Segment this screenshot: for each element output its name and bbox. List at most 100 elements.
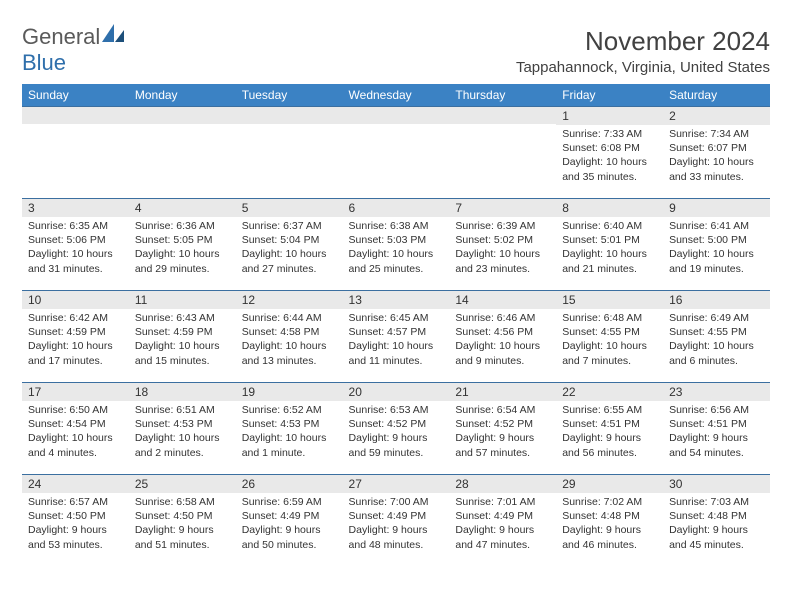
sunset-text: Sunset: 4:50 PM <box>28 509 123 523</box>
sunrise-text: Sunrise: 6:58 AM <box>135 495 230 509</box>
sunset-text: Sunset: 4:59 PM <box>135 325 230 339</box>
title-block: November 2024 Tappahannock, Virginia, Un… <box>516 26 770 76</box>
brand-general: General <box>22 24 100 49</box>
day-number: 20 <box>343 382 450 401</box>
day-details: Sunrise: 6:50 AMSunset: 4:54 PMDaylight:… <box>22 401 129 464</box>
empty-day <box>129 106 236 124</box>
sunrise-text: Sunrise: 6:55 AM <box>562 403 657 417</box>
sunrise-text: Sunrise: 6:38 AM <box>349 219 444 233</box>
day-details: Sunrise: 6:58 AMSunset: 4:50 PMDaylight:… <box>129 493 236 556</box>
daylight-text: Daylight: 10 hours and 6 minutes. <box>669 339 764 367</box>
sunset-text: Sunset: 4:49 PM <box>242 509 337 523</box>
calendar-cell: 19Sunrise: 6:52 AMSunset: 4:53 PMDayligh… <box>236 382 343 474</box>
sunrise-text: Sunrise: 7:02 AM <box>562 495 657 509</box>
day-number: 15 <box>556 290 663 309</box>
daylight-text: Daylight: 10 hours and 35 minutes. <box>562 155 657 183</box>
day-details: Sunrise: 6:39 AMSunset: 5:02 PMDaylight:… <box>449 217 556 280</box>
daylight-text: Daylight: 10 hours and 27 minutes. <box>242 247 337 275</box>
sunrise-text: Sunrise: 6:42 AM <box>28 311 123 325</box>
calendar-cell: 11Sunrise: 6:43 AMSunset: 4:59 PMDayligh… <box>129 290 236 382</box>
sunset-text: Sunset: 5:00 PM <box>669 233 764 247</box>
calendar-row: 1Sunrise: 7:33 AMSunset: 6:08 PMDaylight… <box>22 106 770 198</box>
daylight-text: Daylight: 10 hours and 11 minutes. <box>349 339 444 367</box>
daylight-text: Daylight: 10 hours and 19 minutes. <box>669 247 764 275</box>
day-details: Sunrise: 6:35 AMSunset: 5:06 PMDaylight:… <box>22 217 129 280</box>
sunrise-text: Sunrise: 6:39 AM <box>455 219 550 233</box>
sunrise-text: Sunrise: 6:59 AM <box>242 495 337 509</box>
daylight-text: Daylight: 9 hours and 54 minutes. <box>669 431 764 459</box>
day-number: 25 <box>129 474 236 493</box>
weekday-row: SundayMondayTuesdayWednesdayThursdayFrid… <box>22 84 770 106</box>
sunrise-text: Sunrise: 6:53 AM <box>349 403 444 417</box>
calendar-cell: 23Sunrise: 6:56 AMSunset: 4:51 PMDayligh… <box>663 382 770 474</box>
day-details: Sunrise: 6:38 AMSunset: 5:03 PMDaylight:… <box>343 217 450 280</box>
sunset-text: Sunset: 5:06 PM <box>28 233 123 247</box>
calendar-cell <box>129 106 236 198</box>
sunset-text: Sunset: 4:57 PM <box>349 325 444 339</box>
calendar-row: 3Sunrise: 6:35 AMSunset: 5:06 PMDaylight… <box>22 198 770 290</box>
day-details: Sunrise: 6:36 AMSunset: 5:05 PMDaylight:… <box>129 217 236 280</box>
day-number: 18 <box>129 382 236 401</box>
calendar-body: 1Sunrise: 7:33 AMSunset: 6:08 PMDaylight… <box>22 106 770 566</box>
sunset-text: Sunset: 5:03 PM <box>349 233 444 247</box>
calendar-cell: 4Sunrise: 6:36 AMSunset: 5:05 PMDaylight… <box>129 198 236 290</box>
day-details: Sunrise: 6:54 AMSunset: 4:52 PMDaylight:… <box>449 401 556 464</box>
sunrise-text: Sunrise: 6:56 AM <box>669 403 764 417</box>
sunset-text: Sunset: 4:56 PM <box>455 325 550 339</box>
sunset-text: Sunset: 4:58 PM <box>242 325 337 339</box>
daylight-text: Daylight: 10 hours and 23 minutes. <box>455 247 550 275</box>
brand-logo: General Blue <box>22 18 126 76</box>
day-details: Sunrise: 6:37 AMSunset: 5:04 PMDaylight:… <box>236 217 343 280</box>
sunrise-text: Sunrise: 6:46 AM <box>455 311 550 325</box>
sunset-text: Sunset: 4:53 PM <box>242 417 337 431</box>
calendar-cell: 2Sunrise: 7:34 AMSunset: 6:07 PMDaylight… <box>663 106 770 198</box>
day-details: Sunrise: 7:34 AMSunset: 6:07 PMDaylight:… <box>663 125 770 188</box>
daylight-text: Daylight: 10 hours and 1 minute. <box>242 431 337 459</box>
daylight-text: Daylight: 9 hours and 46 minutes. <box>562 523 657 551</box>
day-details: Sunrise: 7:03 AMSunset: 4:48 PMDaylight:… <box>663 493 770 556</box>
day-number: 8 <box>556 198 663 217</box>
calendar-cell: 13Sunrise: 6:45 AMSunset: 4:57 PMDayligh… <box>343 290 450 382</box>
day-number: 21 <box>449 382 556 401</box>
day-details: Sunrise: 6:43 AMSunset: 4:59 PMDaylight:… <box>129 309 236 372</box>
brand-blue: Blue <box>22 50 66 75</box>
daylight-text: Daylight: 9 hours and 51 minutes. <box>135 523 230 551</box>
calendar-cell: 5Sunrise: 6:37 AMSunset: 5:04 PMDaylight… <box>236 198 343 290</box>
page-header: General Blue November 2024 Tappahannock,… <box>22 18 770 76</box>
day-details: Sunrise: 6:57 AMSunset: 4:50 PMDaylight:… <box>22 493 129 556</box>
daylight-text: Daylight: 9 hours and 47 minutes. <box>455 523 550 551</box>
day-number: 29 <box>556 474 663 493</box>
daylight-text: Daylight: 9 hours and 53 minutes. <box>28 523 123 551</box>
day-details: Sunrise: 7:33 AMSunset: 6:08 PMDaylight:… <box>556 125 663 188</box>
calendar-row: 24Sunrise: 6:57 AMSunset: 4:50 PMDayligh… <box>22 474 770 566</box>
day-details: Sunrise: 6:51 AMSunset: 4:53 PMDaylight:… <box>129 401 236 464</box>
sunset-text: Sunset: 4:49 PM <box>455 509 550 523</box>
sunset-text: Sunset: 4:51 PM <box>562 417 657 431</box>
daylight-text: Daylight: 10 hours and 13 minutes. <box>242 339 337 367</box>
calendar-cell <box>449 106 556 198</box>
daylight-text: Daylight: 9 hours and 45 minutes. <box>669 523 764 551</box>
weekday-header: Tuesday <box>236 84 343 106</box>
sunrise-text: Sunrise: 7:01 AM <box>455 495 550 509</box>
daylight-text: Daylight: 9 hours and 59 minutes. <box>349 431 444 459</box>
day-details: Sunrise: 6:55 AMSunset: 4:51 PMDaylight:… <box>556 401 663 464</box>
calendar-cell: 9Sunrise: 6:41 AMSunset: 5:00 PMDaylight… <box>663 198 770 290</box>
day-number: 11 <box>129 290 236 309</box>
empty-day <box>22 106 129 124</box>
calendar-cell: 27Sunrise: 7:00 AMSunset: 4:49 PMDayligh… <box>343 474 450 566</box>
day-number: 12 <box>236 290 343 309</box>
sunrise-text: Sunrise: 7:34 AM <box>669 127 764 141</box>
day-details: Sunrise: 6:44 AMSunset: 4:58 PMDaylight:… <box>236 309 343 372</box>
daylight-text: Daylight: 9 hours and 48 minutes. <box>349 523 444 551</box>
sunset-text: Sunset: 5:05 PM <box>135 233 230 247</box>
day-number: 1 <box>556 106 663 125</box>
day-number: 26 <box>236 474 343 493</box>
day-details: Sunrise: 7:02 AMSunset: 4:48 PMDaylight:… <box>556 493 663 556</box>
calendar-cell: 10Sunrise: 6:42 AMSunset: 4:59 PMDayligh… <box>22 290 129 382</box>
day-details: Sunrise: 6:48 AMSunset: 4:55 PMDaylight:… <box>556 309 663 372</box>
weekday-header: Monday <box>129 84 236 106</box>
sunset-text: Sunset: 6:07 PM <box>669 141 764 155</box>
sunrise-text: Sunrise: 6:51 AM <box>135 403 230 417</box>
day-number: 30 <box>663 474 770 493</box>
empty-day <box>343 106 450 124</box>
